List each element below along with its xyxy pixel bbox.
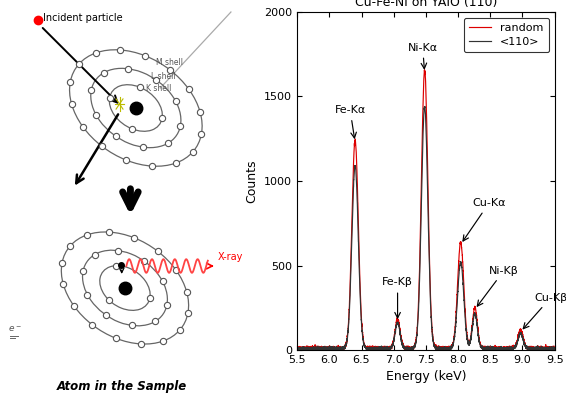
Text: M shell: M shell xyxy=(156,58,183,67)
random xyxy=(518,329,525,334)
<110> xyxy=(393,324,400,329)
Legend: random, <110>: random, <110> xyxy=(464,18,549,52)
random xyxy=(323,346,330,351)
Text: Cu-Kα: Cu-Kα xyxy=(463,198,506,241)
<110> xyxy=(551,347,558,352)
Text: Fe-Kβ: Fe-Kβ xyxy=(382,278,413,318)
Text: X-ray: X-ray xyxy=(218,252,243,262)
random xyxy=(338,345,345,350)
<110> xyxy=(295,348,302,352)
Text: K shell: K shell xyxy=(147,84,172,93)
Text: Ni-Kβ: Ni-Kβ xyxy=(477,266,519,306)
Text: Incident particle: Incident particle xyxy=(44,13,123,23)
X-axis label: Energy (keV): Energy (keV) xyxy=(385,370,466,384)
<110> xyxy=(338,348,345,352)
random xyxy=(393,324,400,329)
Text: $e^-$: $e^-$ xyxy=(7,324,22,334)
Y-axis label: Counts: Counts xyxy=(246,159,259,203)
Text: L shell: L shell xyxy=(151,72,175,81)
Text: Atom in the Sample: Atom in the Sample xyxy=(57,380,187,393)
<110> xyxy=(421,104,428,109)
Text: Cu-Kβ: Cu-Kβ xyxy=(524,293,566,329)
<110> xyxy=(404,347,410,352)
random xyxy=(551,346,558,350)
<110> xyxy=(294,348,301,352)
<110> xyxy=(518,334,525,338)
random xyxy=(404,346,410,350)
Line: random: random xyxy=(297,70,555,350)
random xyxy=(300,348,307,352)
random xyxy=(546,345,553,350)
Text: Fe-Kα: Fe-Kα xyxy=(335,105,366,138)
Text: Ni-Kα: Ni-Kα xyxy=(408,42,438,69)
<110> xyxy=(323,345,330,350)
random xyxy=(294,345,301,350)
<110> xyxy=(546,346,553,351)
Title: Cu-Fe-Ni on YAIO (110): Cu-Fe-Ni on YAIO (110) xyxy=(355,0,497,10)
random xyxy=(421,68,428,72)
Line: <110>: <110> xyxy=(297,106,555,350)
